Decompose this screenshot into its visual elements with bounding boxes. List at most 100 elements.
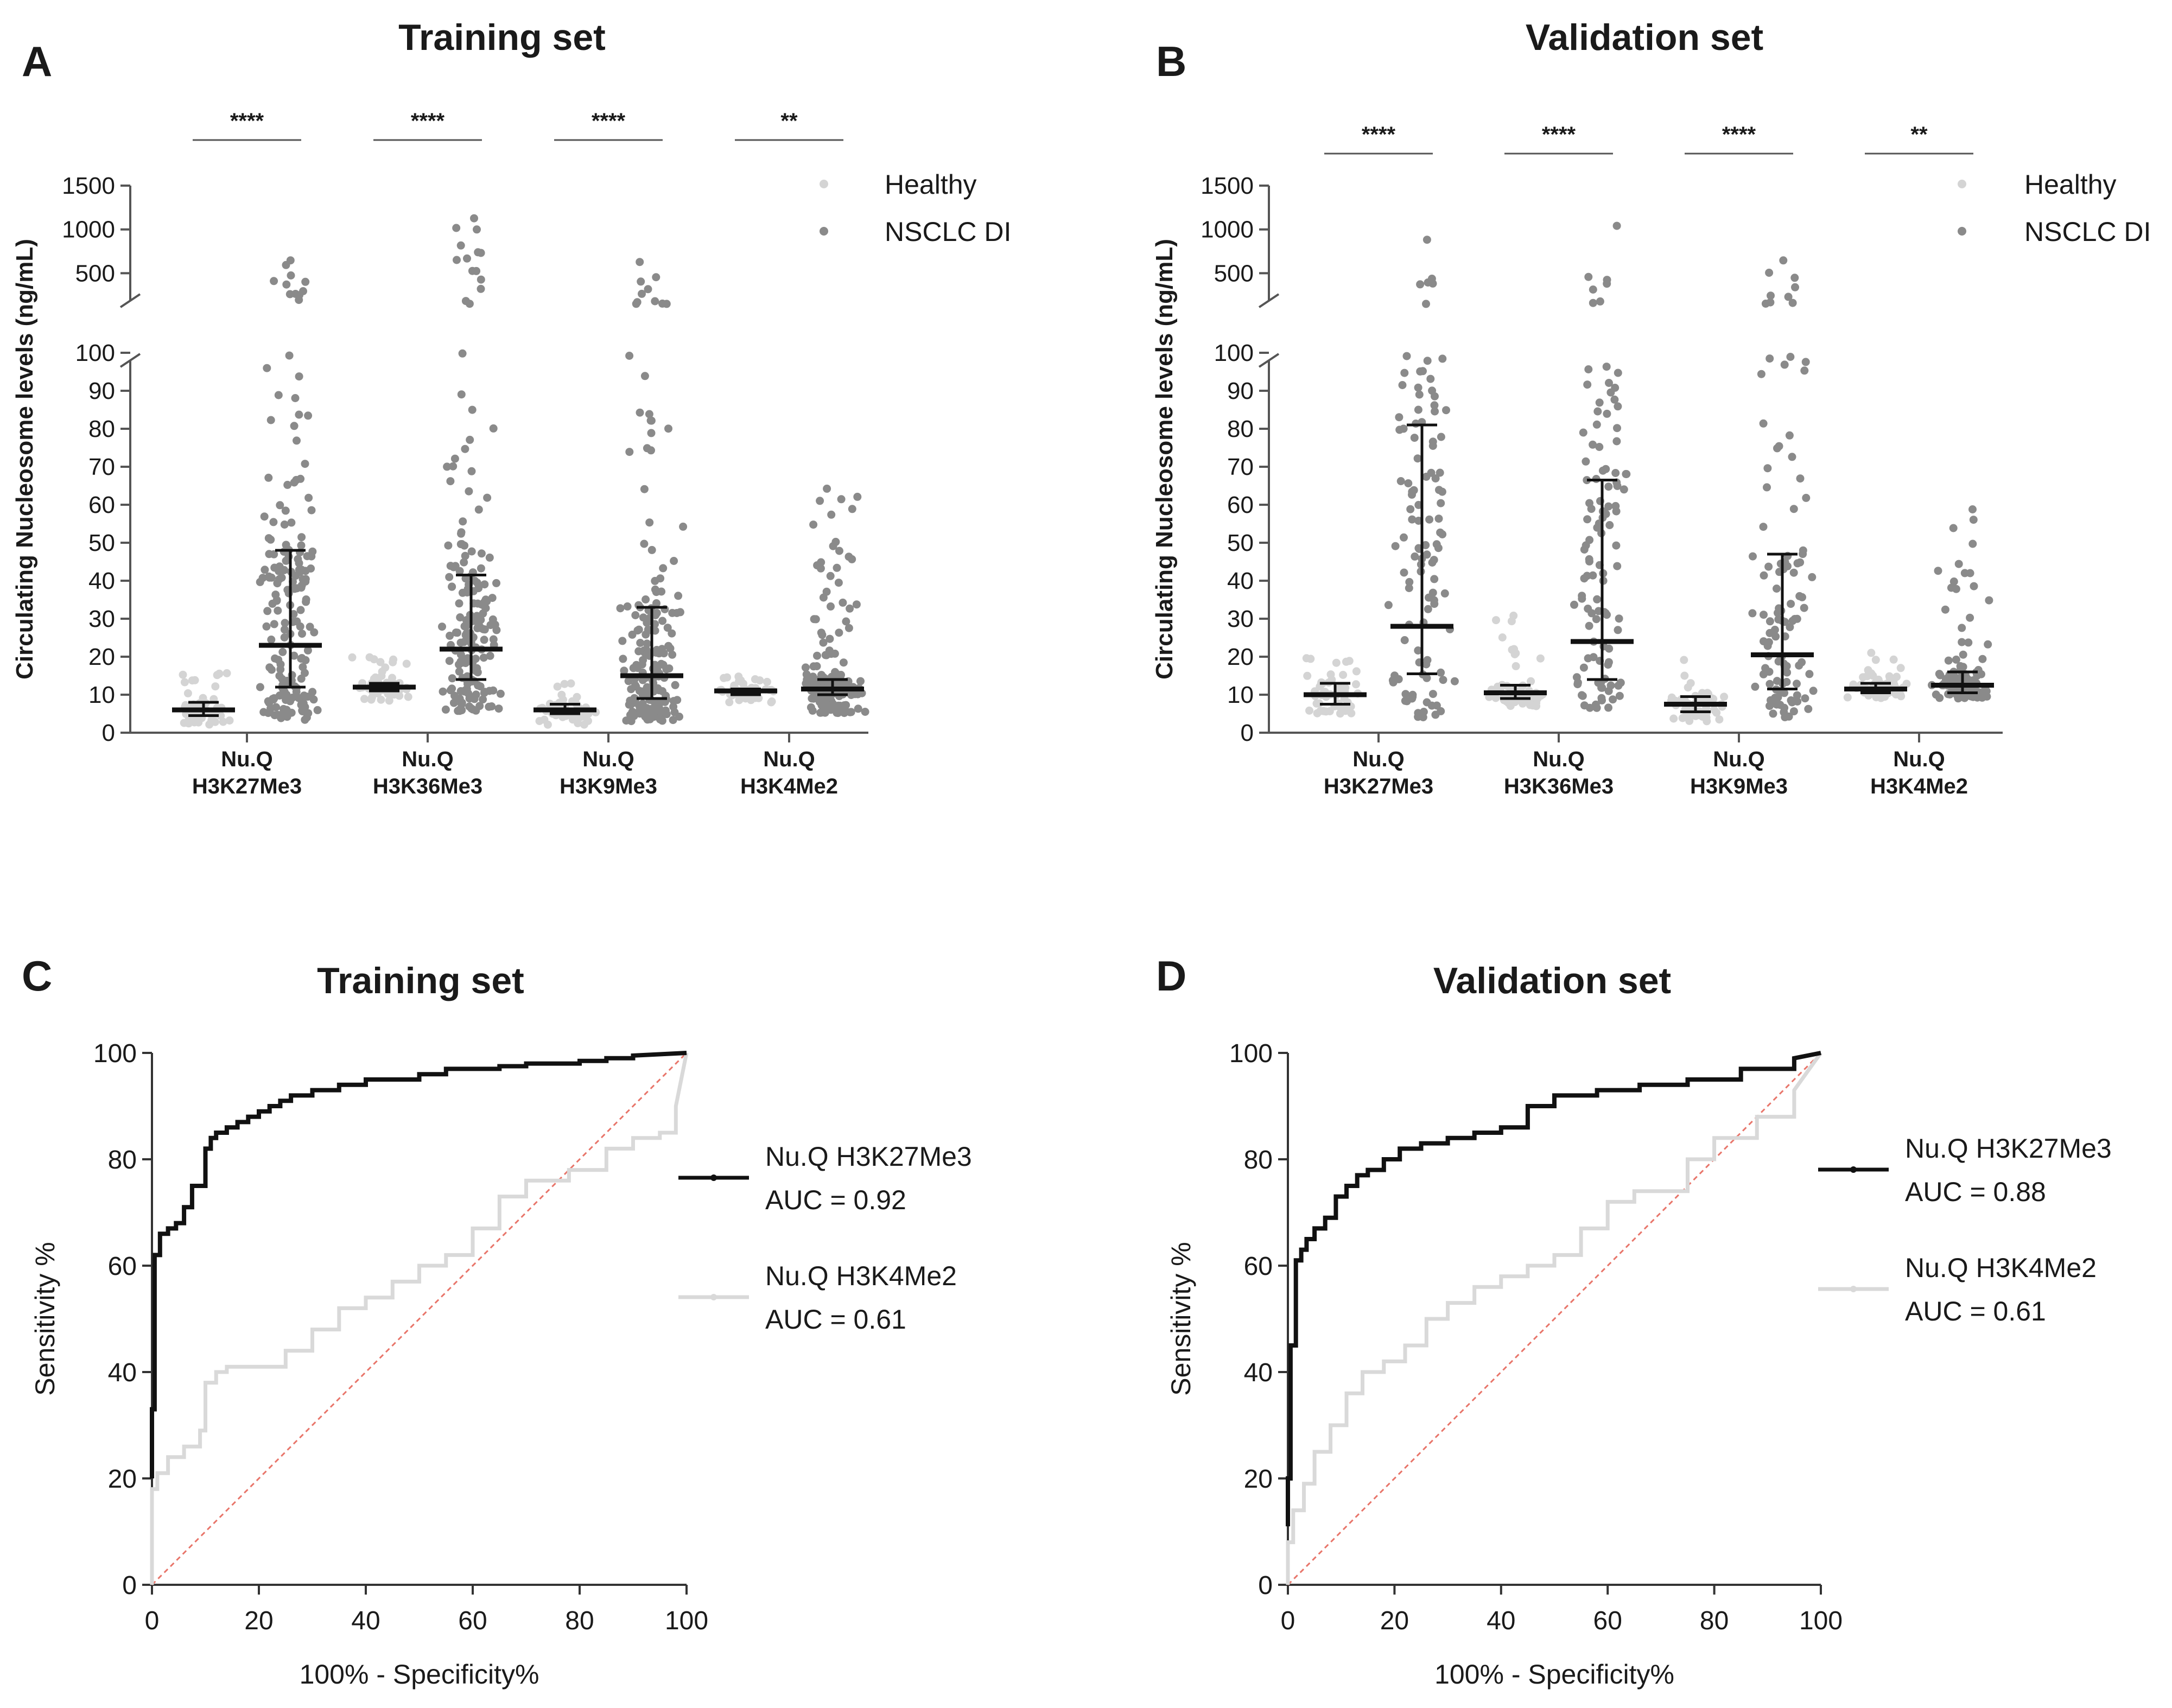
data-point bbox=[1788, 698, 1796, 707]
data-point bbox=[489, 635, 498, 644]
y-tick-label: 40 bbox=[88, 568, 115, 594]
data-point bbox=[280, 520, 289, 529]
data-point bbox=[297, 566, 306, 574]
data-point bbox=[1584, 605, 1592, 613]
significance-label: ** bbox=[1910, 123, 1928, 147]
data-point bbox=[663, 624, 672, 632]
data-point bbox=[464, 689, 473, 698]
data-point bbox=[1438, 354, 1447, 363]
data-point bbox=[294, 694, 303, 702]
significance-label: **** bbox=[411, 109, 445, 133]
data-point bbox=[763, 677, 771, 686]
data-point bbox=[1793, 680, 1801, 688]
data-point bbox=[1302, 654, 1311, 663]
data-point bbox=[190, 676, 199, 684]
data-point bbox=[1400, 568, 1408, 577]
data-point bbox=[1511, 649, 1520, 658]
data-point bbox=[472, 266, 481, 275]
data-point bbox=[480, 636, 488, 644]
data-point bbox=[485, 553, 494, 562]
category-label-line2: H3K36Me3 bbox=[373, 774, 482, 798]
legend-healthy-label: Healthy bbox=[885, 169, 977, 200]
data-point bbox=[1612, 437, 1621, 446]
category-label-line2: H3K4Me2 bbox=[1870, 774, 1968, 798]
data-point bbox=[459, 517, 467, 526]
y-tick-label: 40 bbox=[1244, 1358, 1273, 1387]
data-point bbox=[1802, 493, 1811, 502]
category-label-line1: Nu.Q bbox=[221, 747, 273, 771]
data-point bbox=[1596, 297, 1604, 306]
data-point bbox=[275, 567, 283, 575]
data-point bbox=[283, 480, 292, 489]
data-point bbox=[848, 555, 856, 563]
y-tick-label: 0 bbox=[122, 1571, 137, 1600]
data-point bbox=[297, 674, 306, 683]
y-tick-label: 10 bbox=[1227, 682, 1254, 708]
data-point bbox=[1800, 604, 1808, 612]
data-point bbox=[270, 620, 278, 628]
data-point bbox=[1593, 595, 1602, 604]
data-point bbox=[1885, 674, 1894, 682]
data-point bbox=[852, 600, 861, 609]
data-point bbox=[1763, 483, 1771, 492]
data-point bbox=[297, 541, 306, 550]
data-point bbox=[1423, 656, 1432, 664]
data-point bbox=[1584, 365, 1593, 373]
legend-series-name: Nu.Q H3K27Me3 bbox=[1905, 1133, 2112, 1164]
data-point bbox=[654, 700, 663, 708]
data-point bbox=[653, 685, 662, 694]
data-point bbox=[848, 505, 856, 513]
data-point bbox=[673, 696, 682, 704]
data-point bbox=[652, 273, 661, 282]
data-point bbox=[827, 510, 836, 519]
data-point bbox=[1710, 706, 1718, 714]
legend-swatch-marker bbox=[1850, 1286, 1857, 1292]
data-point bbox=[307, 564, 315, 573]
data-point bbox=[819, 593, 828, 602]
data-point bbox=[623, 602, 632, 611]
data-point bbox=[223, 669, 231, 677]
data-point bbox=[1770, 625, 1779, 634]
y-tick-label: 100 bbox=[1229, 1039, 1273, 1068]
data-point bbox=[1780, 689, 1789, 697]
data-point bbox=[301, 715, 309, 724]
y-tick-label: 80 bbox=[88, 416, 115, 442]
data-point bbox=[1978, 655, 1987, 663]
data-point bbox=[622, 716, 631, 725]
data-point bbox=[456, 241, 465, 250]
data-point bbox=[1510, 698, 1519, 707]
y-tick-label: 0 bbox=[102, 720, 115, 746]
data-point bbox=[1413, 454, 1422, 463]
data-point bbox=[287, 518, 296, 527]
x-axis-title: 100% - Specificity% bbox=[300, 1659, 539, 1690]
legend-nsclc-marker bbox=[820, 227, 828, 236]
data-point bbox=[812, 662, 821, 670]
data-point bbox=[662, 710, 671, 719]
data-point bbox=[1592, 703, 1601, 712]
data-point bbox=[1765, 680, 1774, 688]
data-point bbox=[458, 349, 467, 358]
legend-swatch-marker bbox=[710, 1174, 717, 1181]
data-point bbox=[1703, 717, 1711, 726]
data-point bbox=[1749, 552, 1757, 561]
panel-title-c: Training set bbox=[317, 960, 524, 1001]
data-point bbox=[1604, 661, 1612, 669]
data-point bbox=[679, 522, 688, 531]
y-tick-label: 10 bbox=[88, 682, 115, 708]
data-point bbox=[1604, 687, 1613, 695]
data-point bbox=[665, 664, 674, 673]
data-point bbox=[471, 664, 480, 673]
data-point bbox=[1843, 693, 1852, 702]
data-point bbox=[1598, 683, 1606, 692]
data-point bbox=[1332, 658, 1341, 667]
roc-curve-h3k27me3 bbox=[1286, 1051, 1821, 1527]
data-point bbox=[474, 613, 482, 622]
data-point bbox=[291, 394, 300, 402]
data-point bbox=[282, 541, 290, 549]
legend-series-name: Nu.Q H3K4Me2 bbox=[1905, 1253, 2097, 1283]
data-point bbox=[1767, 696, 1775, 704]
data-point bbox=[1424, 278, 1432, 287]
data-point bbox=[1598, 466, 1607, 475]
data-point bbox=[664, 424, 672, 433]
data-point bbox=[1809, 687, 1818, 695]
